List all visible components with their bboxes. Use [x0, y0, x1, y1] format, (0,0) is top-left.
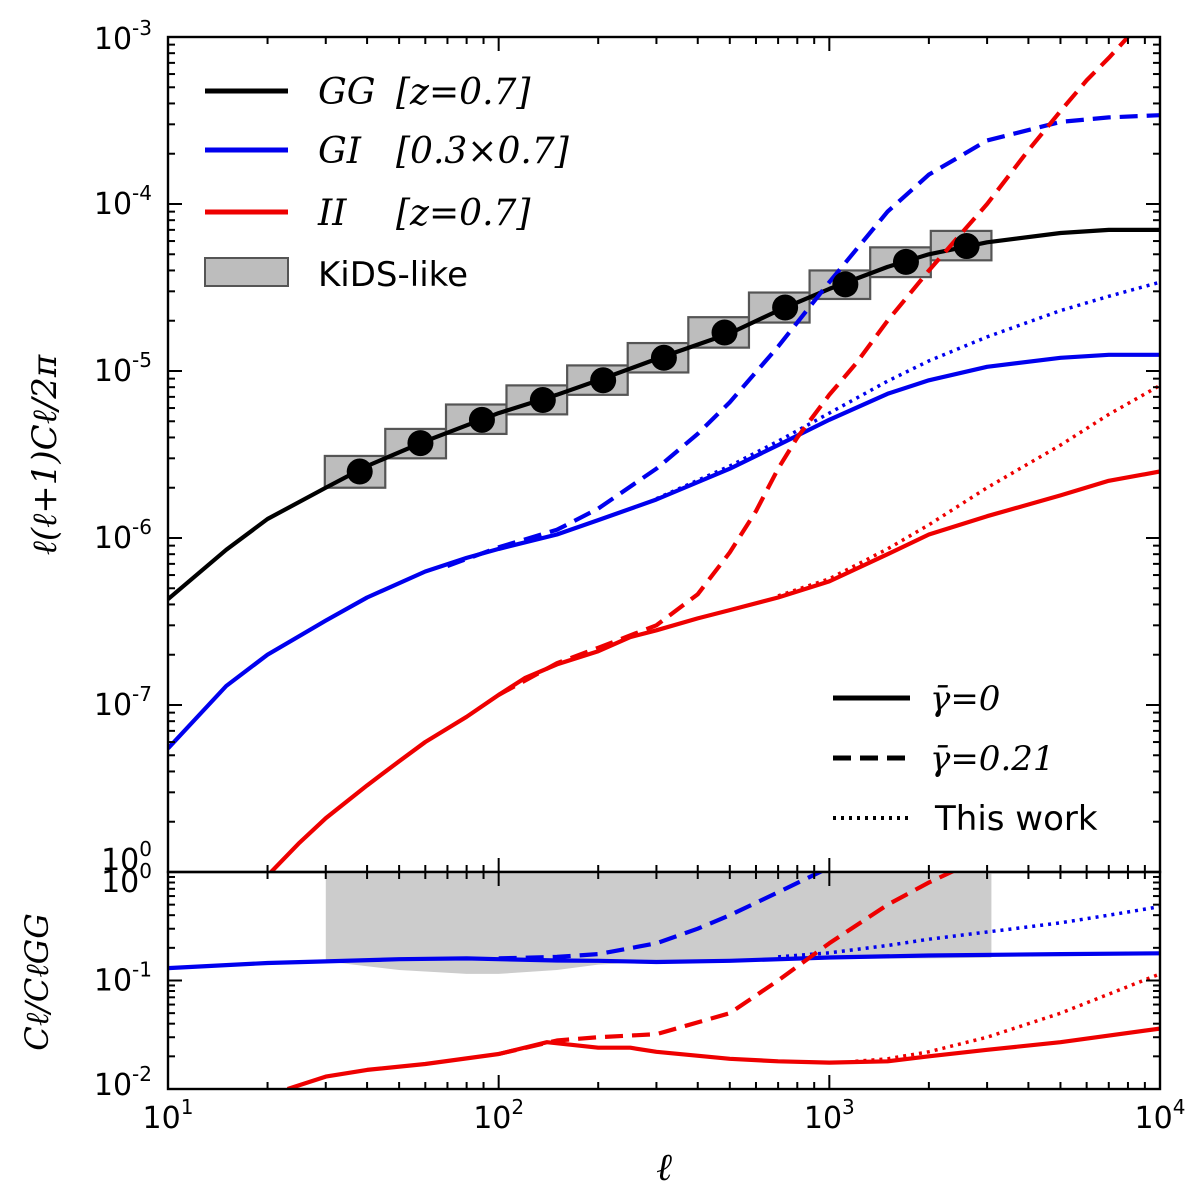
top-ytick-label: 10-4: [94, 181, 152, 222]
top-panel: 10-3 10-4 10-5 10-6 10-7 100: [94, 16, 1162, 878]
bottom-band-layer: [325, 872, 992, 974]
legend-ii-note: [z=0.7]: [396, 193, 531, 234]
kids-point-1: [346, 458, 373, 485]
top-ytick-label: 10-5: [94, 348, 152, 389]
kids-point-5: [590, 367, 617, 394]
top-kids-points: [346, 233, 980, 485]
bottom-ytick-label: 100: [101, 859, 152, 900]
kids-point-3: [468, 406, 495, 433]
bottom-ytick-label: 10-1: [94, 958, 152, 999]
top-curve-ii-this-work: [777, 383, 1160, 598]
legend-kids-swatch: [204, 257, 289, 287]
kids-point-7: [711, 319, 738, 346]
bottom-curves: [168, 872, 1160, 1089]
style-solid-label: γ̄=0: [930, 679, 1000, 719]
bottom-ytick-label: 10-2: [94, 1062, 152, 1103]
legend-gg-note: [z=0.7]: [396, 72, 531, 113]
top-curve-gi-this-work: [655, 280, 1160, 501]
x-axis-label: ℓ: [656, 1145, 672, 1189]
top-curve-ii-0-21: [497, 37, 1130, 697]
kids-point-2: [407, 430, 434, 457]
kids-point-9: [832, 271, 859, 298]
legend-gi-name: GI: [318, 131, 362, 172]
top-tick-labels: 10-3 10-4 10-5 10-6 10-7 100: [94, 16, 152, 878]
kids-point-11: [953, 233, 980, 260]
bottom-y-axis-label: Cℓ/CℓGG: [18, 913, 56, 1051]
style-dashed-label: γ̄=0.21: [930, 739, 1055, 779]
top-curve-gi-0-21: [446, 113, 1160, 568]
bottom-curve-gi-gg-0: [168, 951, 1160, 971]
style-dotted-label: This work: [934, 799, 1098, 839]
legend-entry-gi: GI [0.3×0.7]: [205, 131, 570, 172]
legend-ii-name: II: [317, 193, 347, 234]
color-legend: GG [z=0.7] GI [0.3×0.7] II [z=0.7] KiDS-…: [204, 72, 570, 295]
bottom-axes-frame: [166, 870, 1162, 1091]
top-ytick-label: 100: [101, 837, 152, 878]
legend-entry-gg: GG [z=0.7]: [205, 72, 531, 113]
top-ytick-label: 10-7: [94, 682, 152, 723]
legend-entry-kids: KiDS-like: [204, 255, 468, 295]
style-legend: γ̄=0 γ̄=0.21 This work: [833, 679, 1098, 839]
xtick-label: 102: [473, 1095, 524, 1136]
xtick-label: 103: [804, 1095, 855, 1136]
kids-point-4: [529, 387, 556, 414]
top-y-axis-label: ℓ(ℓ+1)Cℓ/2π: [25, 354, 65, 555]
legend-kids-label: KiDS-like: [318, 255, 468, 295]
top-ytick-label: 10-6: [94, 515, 152, 556]
kids-point-8: [772, 294, 799, 321]
bottom-curve-gi-gg-0-21: [498, 872, 825, 961]
style-legend-dotted: This work: [833, 799, 1098, 839]
xtick-label: 101: [143, 1095, 194, 1136]
legend-entry-ii: II [z=0.7]: [205, 193, 531, 234]
kids-band: [325, 872, 992, 974]
xtick-label: 104: [1135, 1095, 1186, 1136]
kids-point-6: [650, 344, 677, 371]
style-legend-solid: γ̄=0: [833, 679, 1000, 719]
kids-point-10: [892, 248, 919, 275]
top-curve-gg-0: [168, 227, 1160, 601]
legend-gg-name: GG: [318, 72, 376, 113]
bottom-curve-ii-gg-this-work: [855, 972, 1160, 1064]
top-ytick-label: 10-3: [94, 16, 152, 57]
bottom-curve-ii-gg-0: [286, 1026, 1160, 1089]
legend-gi-note: [0.3×0.7]: [396, 131, 570, 172]
top-curve-gi-0: [168, 352, 1160, 750]
style-legend-dashed: γ̄=0.21: [833, 739, 1055, 779]
